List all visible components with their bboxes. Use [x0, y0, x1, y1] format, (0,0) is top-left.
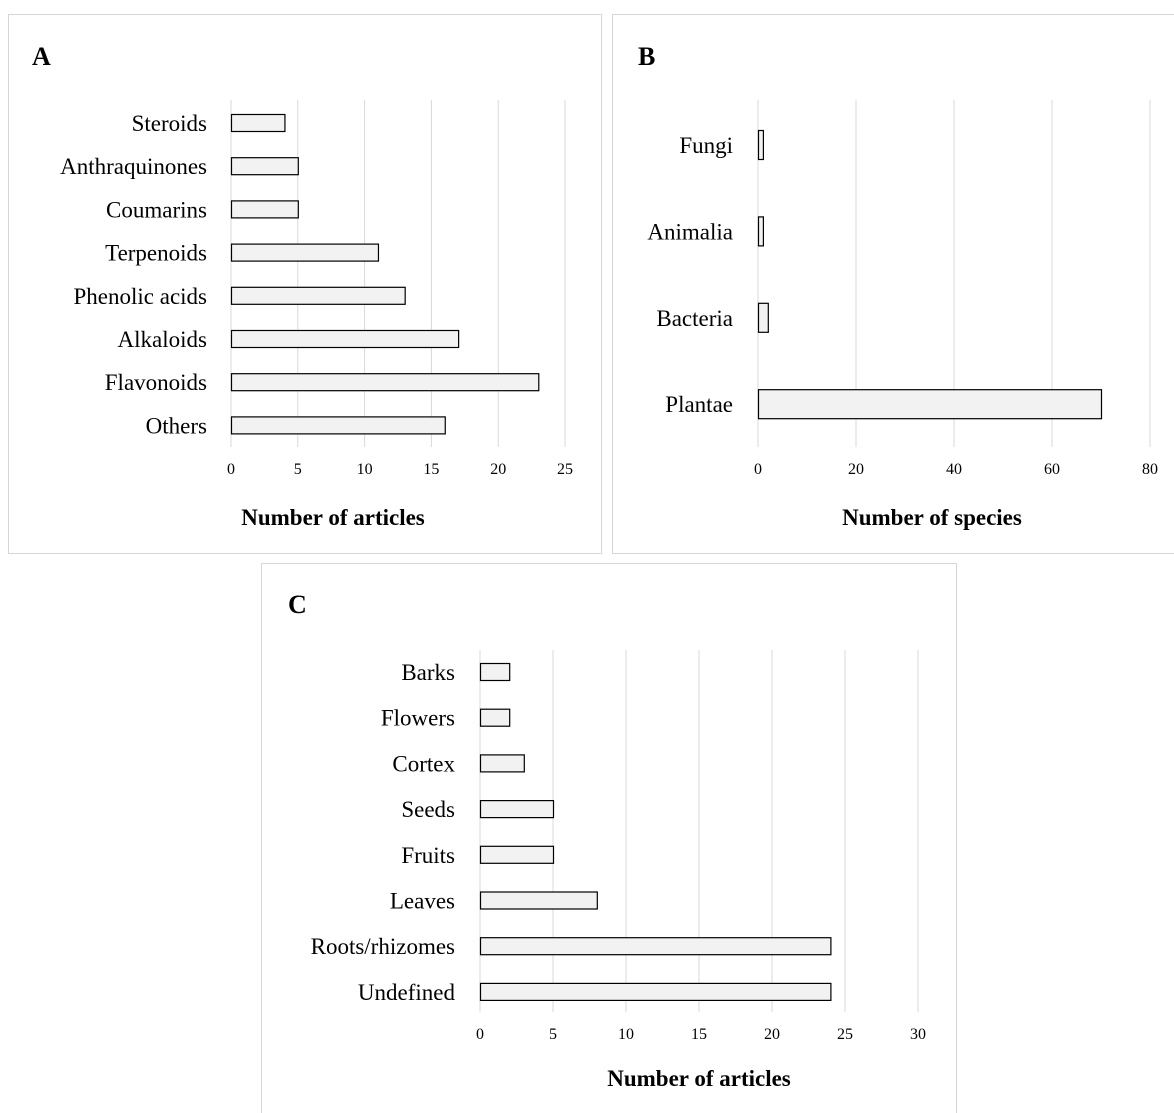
category-label: Barks: [401, 660, 455, 685]
x-axis-title: Number of species: [842, 505, 1022, 530]
x-tick-label: 0: [754, 461, 762, 478]
category-label: Anthraquinones: [60, 154, 207, 179]
bar: [757, 216, 765, 247]
category-label: Leaves: [390, 889, 455, 914]
panel-letter: A: [32, 42, 51, 71]
bar: [230, 157, 299, 176]
category-label: Flowers: [381, 706, 455, 731]
category-label: Alkaloids: [118, 327, 207, 352]
x-tick-label: 0: [227, 461, 235, 478]
panel-letter: B: [638, 42, 655, 71]
x-tick-label: 5: [294, 461, 302, 478]
x-tick-label: 20: [490, 461, 506, 478]
category-label: Terpenoids: [105, 241, 207, 266]
category-label: Undefined: [358, 980, 456, 1005]
panel-a: A 0 5 10 15 20 25 Steroids Anthraquinones Coumari…: [8, 14, 602, 554]
bar: [230, 286, 406, 305]
x-tick-label: 20: [764, 1026, 780, 1043]
x-tick-label: 15: [691, 1026, 707, 1043]
bar: [479, 982, 832, 1002]
panel-letter: C: [288, 590, 307, 619]
bar: [479, 662, 511, 682]
bar: [479, 799, 555, 819]
bar: [479, 845, 555, 864]
bar: [757, 129, 765, 161]
x-tick-label: 15: [423, 461, 439, 478]
category-label: Steroids: [132, 111, 207, 136]
category-label: Phenolic acids: [74, 284, 208, 309]
category-label: Others: [146, 413, 207, 438]
category-label: Plantae: [665, 392, 733, 417]
panel-frame: [612, 14, 1174, 554]
bar: [757, 389, 1103, 420]
bar: [479, 708, 511, 727]
x-tick-label: 40: [946, 461, 962, 478]
category-label: Seeds: [401, 797, 455, 822]
bar: [230, 243, 380, 262]
category-label: Fungi: [679, 133, 733, 158]
category-label: Cortex: [392, 751, 455, 776]
category-label: Bacteria: [656, 306, 733, 331]
x-tick-label: 20: [848, 461, 864, 478]
bar: [479, 891, 598, 910]
panel-frame: [261, 563, 957, 1113]
bar: [230, 329, 460, 349]
category-label: Fruits: [401, 843, 455, 868]
panel-c: C 0 5 10 15 20 25 30 Barks Flowers Cortex Seeds Frui…: [261, 563, 957, 1113]
bar: [230, 373, 540, 392]
x-tick-label: 5: [549, 1026, 557, 1043]
category-label: Coumarins: [106, 197, 207, 222]
category-label: Animalia: [647, 219, 733, 244]
bar: [230, 416, 446, 435]
x-tick-label: 10: [357, 461, 373, 478]
panel-b: B 0 20 40 60 80 Fungi Animalia Bacteria Plantae Nu…: [612, 14, 1174, 554]
x-tick-label: 10: [618, 1026, 634, 1043]
x-axis-title: Number of articles: [241, 505, 425, 530]
x-axis-title: Number of articles: [607, 1066, 791, 1091]
bar: [757, 302, 769, 333]
panel-frame: [8, 14, 602, 554]
category-label: Flavonoids: [105, 370, 207, 395]
x-tick-label: 25: [557, 461, 573, 478]
x-tick-label: 30: [910, 1026, 926, 1043]
x-tick-label: 0: [476, 1026, 484, 1043]
x-tick-label: 25: [837, 1026, 853, 1043]
x-tick-label: 60: [1044, 461, 1060, 478]
bar: [230, 200, 299, 219]
bar: [230, 113, 286, 133]
bar: [479, 937, 832, 956]
x-tick-label: 80: [1142, 461, 1158, 478]
bar: [479, 754, 525, 773]
category-label: Roots/rhizomes: [311, 934, 455, 959]
